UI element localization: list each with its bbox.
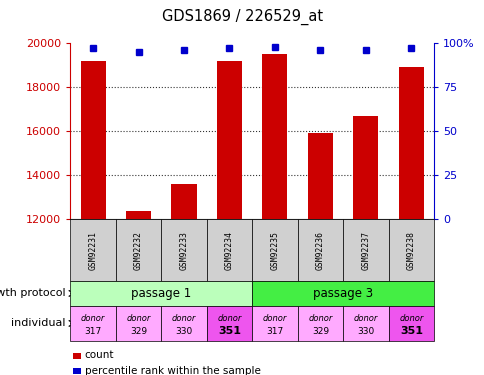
Text: donor: donor [171, 314, 196, 322]
Bar [262, 54, 287, 219]
Text: growth protocol: growth protocol [0, 288, 65, 298]
Bar [80, 61, 106, 219]
Text: 330: 330 [357, 327, 374, 336]
Text: GSM92231: GSM92231 [89, 231, 97, 270]
Text: GDS1869 / 226529_at: GDS1869 / 226529_at [162, 9, 322, 25]
Text: donor: donor [126, 314, 151, 322]
Text: 317: 317 [84, 327, 102, 336]
Text: GSM92234: GSM92234 [225, 231, 233, 270]
Text: donor: donor [398, 314, 423, 322]
Text: GSM92235: GSM92235 [270, 231, 279, 270]
Text: donor: donor [217, 314, 241, 322]
Text: 329: 329 [130, 327, 147, 336]
Text: 330: 330 [175, 327, 192, 336]
Text: individual: individual [11, 318, 65, 328]
Bar [171, 184, 196, 219]
Bar [126, 211, 151, 219]
Text: GSM92237: GSM92237 [361, 231, 370, 270]
Text: donor: donor [262, 314, 287, 322]
Bar [398, 68, 423, 219]
Text: GSM92238: GSM92238 [406, 231, 415, 270]
Text: GSM92232: GSM92232 [134, 231, 143, 270]
Text: percentile rank within the sample: percentile rank within the sample [85, 366, 260, 375]
Text: GSM92236: GSM92236 [315, 231, 324, 270]
Bar [216, 61, 242, 219]
Text: 351: 351 [217, 326, 241, 336]
Text: GSM92233: GSM92233 [179, 231, 188, 270]
Bar [307, 134, 332, 219]
Text: 351: 351 [399, 326, 422, 336]
Text: passage 1: passage 1 [131, 287, 191, 300]
Bar [353, 116, 378, 219]
Text: 329: 329 [311, 327, 328, 336]
Text: donor: donor [81, 314, 105, 322]
Text: 317: 317 [266, 327, 283, 336]
Text: donor: donor [307, 314, 332, 322]
Text: passage 3: passage 3 [313, 287, 372, 300]
Text: donor: donor [353, 314, 378, 322]
Text: count: count [85, 351, 114, 360]
